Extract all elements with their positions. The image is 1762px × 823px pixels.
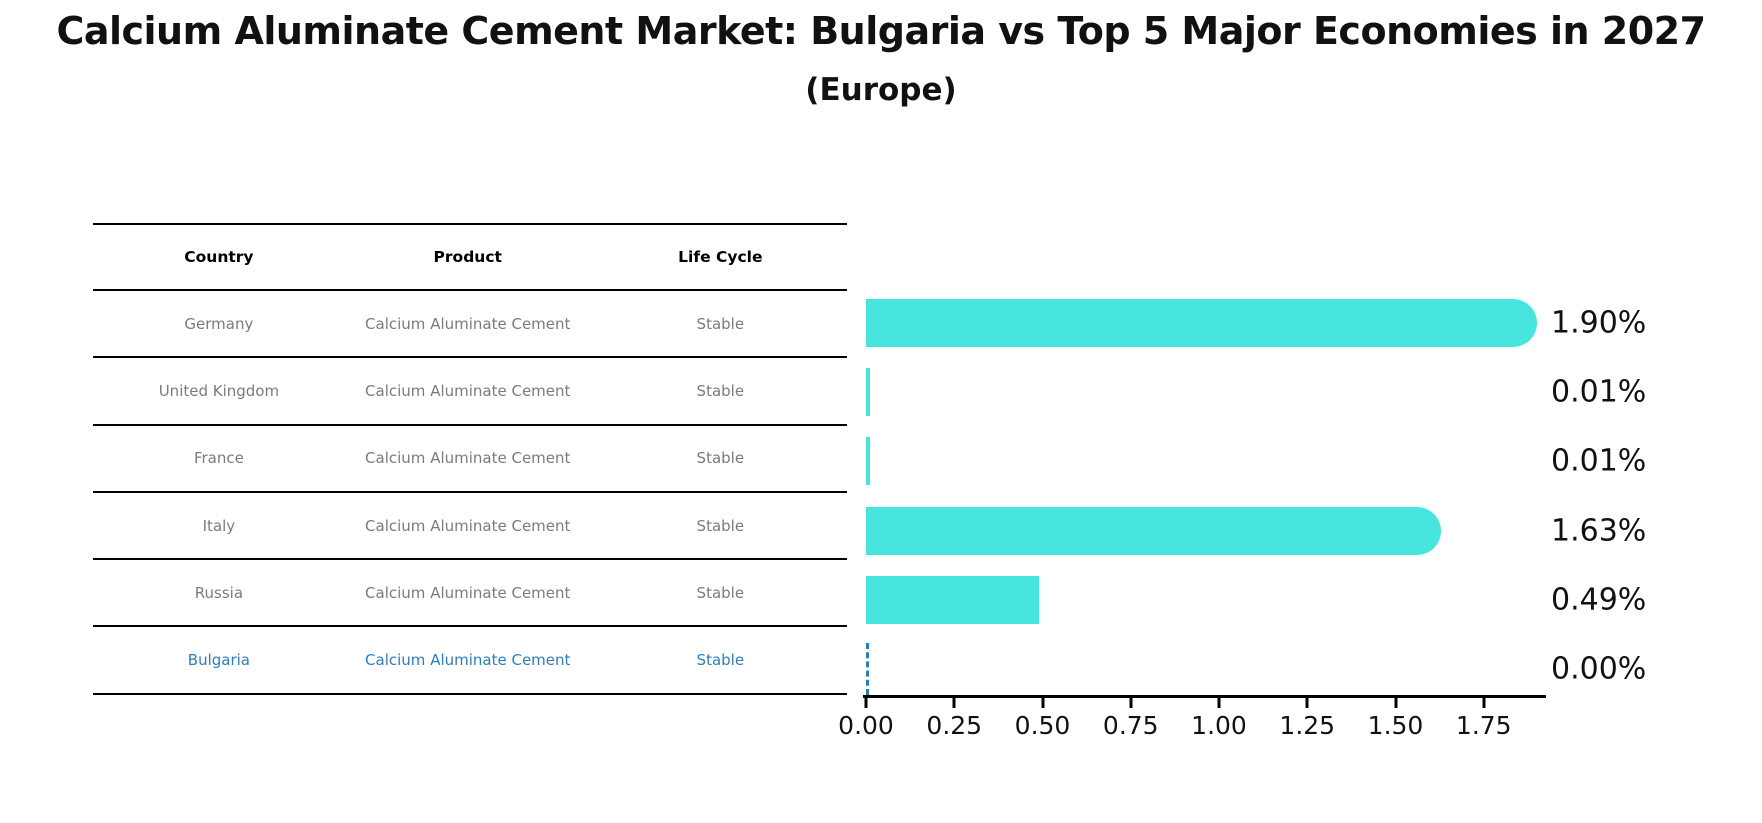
x-tick-label: 1.50 <box>1367 711 1424 740</box>
life-cycle-cell: Stable <box>696 583 745 602</box>
x-tick-mark <box>1217 698 1221 708</box>
value-label: 1.90% <box>1551 305 1647 341</box>
life-cycle-cell: Stable <box>696 651 745 670</box>
product-cell: Calcium Aluminate Cement <box>365 516 571 535</box>
x-tick-label: 1.25 <box>1279 711 1336 740</box>
x-tick-mark <box>1305 698 1309 708</box>
bar-france <box>866 437 870 486</box>
product-cell: Calcium Aluminate Cement <box>365 314 571 333</box>
value-label: 0.49% <box>1551 582 1647 618</box>
bar-italy <box>866 506 1442 555</box>
country-table: Country Product Life Cycle Germany Calcium A… <box>93 223 847 695</box>
table-row-germany: Germany Calcium Aluminate Cement Stable <box>93 291 847 359</box>
table-row-united-kingdom: United Kingdom Calcium Aluminate Cement St… <box>93 358 847 426</box>
life-cycle-cell: Stable <box>696 314 745 333</box>
x-tick-label: 0.25 <box>926 711 983 740</box>
x-axis-line <box>863 695 1546 698</box>
x-tick-label: 1.75 <box>1455 711 1512 740</box>
country-cell: Germany <box>184 314 254 333</box>
x-tick-label: 0.75 <box>1102 711 1159 740</box>
x-tick-mark <box>1394 698 1397 708</box>
country-cell: Italy <box>202 516 236 535</box>
bar-united-kingdom <box>866 367 870 416</box>
product-cell: Calcium Aluminate Cement <box>365 449 571 468</box>
bar-russia <box>866 575 1039 624</box>
table-row-bulgaria: Bulgaria Calcium Aluminate Cement Stable <box>93 627 847 695</box>
x-tick-mark <box>1129 698 1133 708</box>
x-tick-mark <box>952 698 956 708</box>
chart-subtitle: (Europe) <box>805 72 957 108</box>
chart-title: Calcium Aluminate Cement Market: Bulgari… <box>56 9 1706 53</box>
table-row-italy: Italy Calcium Aluminate Cement Stable <box>93 493 847 561</box>
x-tick-mark <box>864 698 868 708</box>
x-tick-label: 0.50 <box>1014 711 1071 740</box>
column-header: Life Cycle <box>678 248 763 266</box>
product-cell: Calcium Aluminate Cement <box>365 583 571 602</box>
value-label: 0.01% <box>1551 443 1647 479</box>
table-row-russia: Russia Calcium Aluminate Cement Stable <box>93 560 847 628</box>
value-label: 1.63% <box>1551 513 1647 549</box>
life-cycle-cell: Stable <box>696 449 745 468</box>
x-tick-mark <box>1041 698 1044 708</box>
column-header: Country <box>184 248 254 266</box>
life-cycle-cell: Stable <box>696 516 745 535</box>
country-cell: United Kingdom <box>158 381 280 400</box>
x-tick-label: 1.00 <box>1191 711 1247 740</box>
x-tick-mark <box>1482 698 1486 708</box>
table-row-france: France Calcium Aluminate Cement Stable <box>93 426 847 493</box>
column-header: Product <box>433 248 502 266</box>
value-label: 0.00% <box>1551 651 1647 687</box>
country-cell: Bulgaria <box>187 651 251 670</box>
bar-bulgaria <box>866 643 869 696</box>
value-label: 0.01% <box>1551 374 1647 410</box>
table-header-row: Country Product Life Cycle <box>93 225 847 291</box>
x-tick-label: 0.00 <box>838 711 894 740</box>
product-cell: Calcium Aluminate Cement <box>365 651 571 670</box>
country-cell: France <box>193 449 244 468</box>
bar-germany <box>866 298 1537 347</box>
life-cycle-cell: Stable <box>696 381 745 400</box>
product-cell: Calcium Aluminate Cement <box>365 381 571 400</box>
country-cell: Russia <box>194 583 244 602</box>
